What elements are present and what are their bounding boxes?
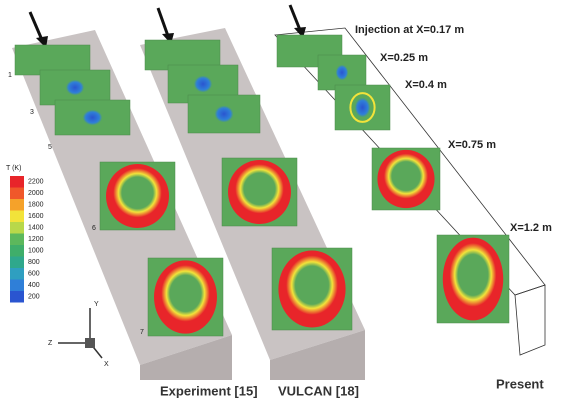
panel-label: Experiment [15] (160, 383, 258, 398)
colorbar-swatch (10, 234, 24, 246)
colorbar-swatch (10, 188, 24, 200)
colorbar-label: 400 (28, 282, 40, 289)
colorbar-label: 800 (28, 259, 40, 266)
colorbar-label: 2000 (28, 190, 44, 197)
cold-spot (83, 110, 103, 125)
plane-number: 3 (30, 109, 34, 116)
colorbar-label: 2200 (28, 179, 44, 186)
hot-plume (377, 150, 434, 208)
panel-label: Present (496, 376, 544, 391)
colorbar-swatch (10, 222, 24, 234)
colorbar-label: 200 (28, 294, 40, 301)
colorbar-label: 1200 (28, 236, 44, 243)
colorbar-swatch (10, 199, 24, 211)
arrow (30, 12, 42, 40)
hot-plume (154, 260, 217, 333)
hot-plume (278, 250, 345, 327)
panel-label: VULCAN [18] (278, 383, 359, 398)
colorbar-swatch (10, 280, 24, 292)
colorbar-swatch (10, 268, 24, 280)
colorbar-title: T (K) (6, 165, 21, 172)
colorbar-swatch (10, 176, 24, 188)
axis-label: Z (48, 340, 53, 347)
cold-spot (66, 80, 84, 95)
figure: Injection at X=0.17 m X=0.25 m X=0.4 m X… (0, 0, 564, 406)
axis-label: Y (94, 301, 99, 308)
location-label: X=1.2 m (510, 222, 552, 234)
arrow (290, 5, 300, 30)
cold-spot (215, 106, 234, 123)
axis-label: X (104, 361, 109, 368)
colorbar-swatch (10, 211, 24, 223)
location-label: X=0.4 m (405, 79, 447, 91)
axis-origin (85, 338, 95, 348)
axis-triad (58, 308, 102, 358)
cold-spot (194, 76, 212, 93)
location-label: Injection at X=0.17 m (355, 24, 464, 36)
hot-plume (443, 238, 503, 321)
cold-spot (355, 98, 370, 118)
colorbar-label: 1000 (28, 248, 44, 255)
colorbar-label: 1600 (28, 213, 44, 220)
location-label: X=0.75 m (448, 139, 496, 151)
plane-number: 6 (92, 225, 96, 232)
colorbar-label: 1800 (28, 202, 44, 209)
cold-spot (336, 65, 348, 80)
plane-number: 5 (48, 144, 52, 151)
plane-number: 1 (8, 72, 12, 79)
colorbar-swatch (10, 245, 24, 257)
colorbar: 2200 2000 1800 1600 1400 1200 1000 800 600 400 200 (10, 176, 44, 303)
hot-plume (228, 160, 291, 224)
colorbar-swatch (10, 257, 24, 269)
arrow (158, 8, 168, 36)
colorbar-label: 1400 (28, 225, 44, 232)
colorbar-swatch (10, 291, 24, 303)
hot-plume (106, 164, 169, 228)
duct-end (515, 285, 545, 355)
colorbar-label: 600 (28, 271, 40, 278)
location-label: X=0.25 m (380, 52, 428, 64)
plane-number: 7 (140, 329, 144, 336)
